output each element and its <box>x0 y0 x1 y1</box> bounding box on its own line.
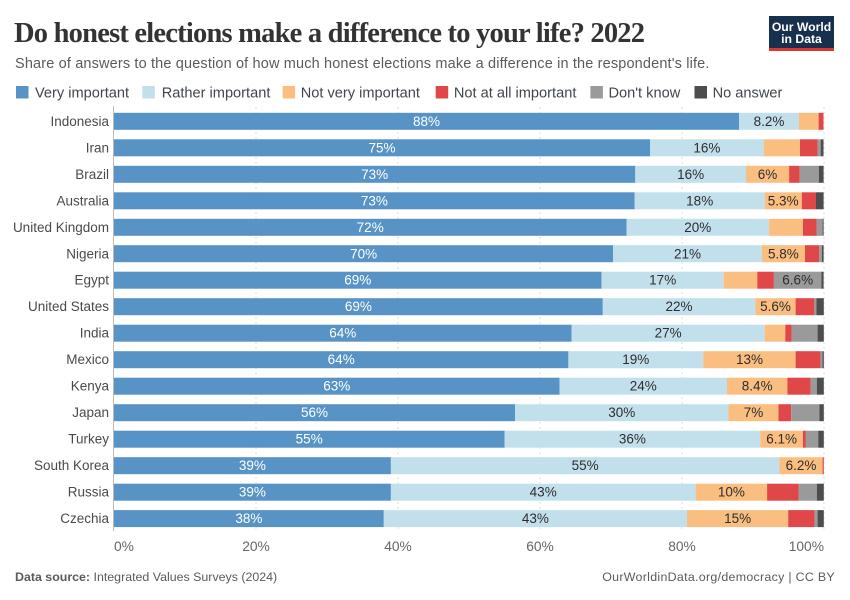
svg-text:22%: 22% <box>665 299 692 314</box>
svg-text:Iran: Iran <box>86 140 109 155</box>
svg-text:17%: 17% <box>649 273 676 288</box>
svg-text:36%: 36% <box>619 432 646 447</box>
svg-text:Rather important: Rather important <box>162 86 271 102</box>
svg-text:Data source: Integrated Values: Data source: Integrated Values Surveys (… <box>15 570 277 584</box>
svg-text:24%: 24% <box>630 379 657 394</box>
svg-text:6%: 6% <box>758 167 778 182</box>
svg-text:Not at all important: Not at all important <box>454 86 576 102</box>
svg-text:Do honest elections make a dif: Do honest elections make a difference to… <box>14 18 645 49</box>
svg-text:5.8%: 5.8% <box>768 246 799 261</box>
svg-text:United States: United States <box>28 299 109 314</box>
svg-text:70%: 70% <box>350 246 377 261</box>
svg-text:Egypt: Egypt <box>74 273 109 288</box>
svg-text:43%: 43% <box>530 485 557 500</box>
svg-text:0%: 0% <box>114 539 134 554</box>
svg-text:Nigeria: Nigeria <box>66 246 109 261</box>
svg-text:60%: 60% <box>526 539 554 554</box>
svg-text:13%: 13% <box>736 352 763 367</box>
svg-text:Russia: Russia <box>68 485 110 500</box>
svg-text:21%: 21% <box>674 246 701 261</box>
svg-text:Brazil: Brazil <box>75 167 109 182</box>
svg-text:OurWorldinData.org/democracy |: OurWorldinData.org/democracy | CC BY <box>602 570 835 584</box>
svg-text:Mexico: Mexico <box>66 352 109 367</box>
svg-text:40%: 40% <box>384 539 412 554</box>
svg-text:88%: 88% <box>413 114 440 129</box>
svg-text:19%: 19% <box>622 352 649 367</box>
svg-text:United Kingdom: United Kingdom <box>13 220 109 235</box>
svg-text:75%: 75% <box>368 140 395 155</box>
svg-text:5.3%: 5.3% <box>768 193 799 208</box>
svg-text:73%: 73% <box>361 193 388 208</box>
svg-text:Kenya: Kenya <box>71 379 110 394</box>
svg-text:55%: 55% <box>296 432 323 447</box>
svg-text:56%: 56% <box>301 405 328 420</box>
svg-text:72%: 72% <box>357 220 384 235</box>
svg-text:Share of answers to the questi: Share of answers to the question of how … <box>15 56 710 72</box>
svg-text:15%: 15% <box>724 511 751 526</box>
svg-text:Japan: Japan <box>72 405 109 420</box>
svg-text:10%: 10% <box>718 485 745 500</box>
svg-text:73%: 73% <box>361 167 388 182</box>
svg-text:80%: 80% <box>668 539 696 554</box>
svg-text:Czechia: Czechia <box>60 511 109 526</box>
svg-text:30%: 30% <box>608 405 635 420</box>
svg-text:39%: 39% <box>239 458 266 473</box>
svg-text:India: India <box>80 326 110 341</box>
svg-text:16%: 16% <box>693 140 720 155</box>
svg-text:39%: 39% <box>239 485 266 500</box>
svg-text:6.6%: 6.6% <box>782 273 813 288</box>
svg-text:5.6%: 5.6% <box>760 299 791 314</box>
svg-text:8.2%: 8.2% <box>754 114 785 129</box>
svg-text:Not very important: Not very important <box>301 86 420 102</box>
svg-text:Turkey: Turkey <box>68 432 109 447</box>
svg-text:69%: 69% <box>344 273 371 288</box>
svg-text:27%: 27% <box>655 326 682 341</box>
svg-text:8.4%: 8.4% <box>742 379 773 394</box>
svg-text:20%: 20% <box>684 220 711 235</box>
svg-text:38%: 38% <box>235 511 262 526</box>
svg-text:64%: 64% <box>328 352 355 367</box>
svg-text:No answer: No answer <box>713 86 783 102</box>
svg-text:55%: 55% <box>572 458 599 473</box>
svg-text:63%: 63% <box>323 379 350 394</box>
svg-text:64%: 64% <box>329 326 356 341</box>
svg-text:69%: 69% <box>345 299 372 314</box>
svg-text:6.1%: 6.1% <box>766 432 797 447</box>
svg-text:Very important: Very important <box>35 86 129 102</box>
svg-text:43%: 43% <box>522 511 549 526</box>
svg-text:7%: 7% <box>744 405 764 420</box>
svg-text:16%: 16% <box>677 167 704 182</box>
svg-text:South Korea: South Korea <box>34 458 110 473</box>
svg-text:100%: 100% <box>789 539 824 554</box>
svg-text:in Data: in Data <box>781 32 822 46</box>
svg-text:Our World: Our World <box>772 20 831 34</box>
svg-text:Australia: Australia <box>56 193 109 208</box>
svg-text:Don't know: Don't know <box>609 86 681 102</box>
svg-text:6.2%: 6.2% <box>786 458 817 473</box>
svg-text:Indonesia: Indonesia <box>50 114 109 129</box>
svg-text:18%: 18% <box>686 193 713 208</box>
svg-text:20%: 20% <box>242 539 270 554</box>
